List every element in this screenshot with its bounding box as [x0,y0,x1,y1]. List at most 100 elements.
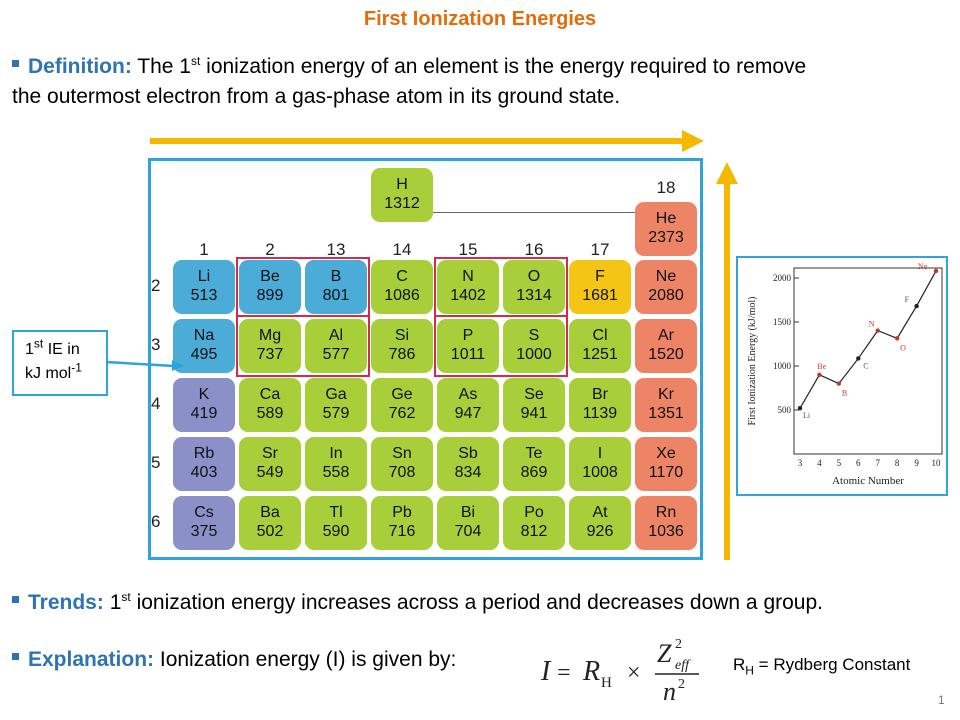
element-cell-f: F 1681 [569,260,631,314]
element-ie: 1036 [648,523,684,540]
graph-svg: 2000 1500 1000 500 3 4 5 6 7 8 9 10 First Ionization… [747,262,943,487]
period-label: 2 [151,276,161,295]
element-cell-n: N 1402 [437,260,499,314]
element-cell-br: Br 1139 [569,378,631,432]
graph-x-axis-label: Atomic Number [832,475,904,487]
element-ie: 513 [190,287,218,304]
element-ie: 502 [256,523,284,540]
element-ie: 1251 [582,346,618,363]
element-symbol: H [396,176,408,193]
element-symbol: At [592,504,608,521]
graph-point [836,381,842,386]
x-tick-label: 3 [798,458,803,468]
element-ie: 737 [256,346,284,363]
formula-r: R [582,656,600,687]
group-label: 17 [590,240,610,259]
element-symbol: He [655,210,677,227]
element-symbol: I [597,445,603,462]
definition-label: Definition: [28,55,132,78]
element-cell-ar: Ar 1520 [635,319,697,373]
x-tick-label: 4 [817,458,822,468]
element-symbol: Pb [392,504,412,521]
element-symbol: Sr [262,445,278,462]
group-label: 13 [326,240,346,259]
element-cell-tl: Tl 590 [305,496,367,550]
element-ie: 716 [388,523,416,540]
graph-point-label: F [905,295,910,304]
element-cell-h: H 1312 [371,168,433,222]
element-ie: 1011 [450,346,486,363]
element-symbol: Xe [656,445,676,462]
element-cell-si: Si 786 [371,319,433,373]
ionization-energy-graph: 2000 1500 1000 500 3 4 5 6 7 8 9 10 First Ionization… [736,256,948,496]
element-ie: 941 [520,405,548,422]
period-label: 4 [151,394,161,413]
element-cell-na: Na 495 [173,319,235,373]
explanation-bullet: Explanation: Ionization energy (I) is gi… [12,645,532,675]
anomaly-highlight-box [236,257,370,377]
trends-text-pre: 1 [109,591,122,614]
element-ie: 801 [322,287,350,304]
element-cell-sr: Sr 549 [239,437,301,491]
element-cell-kr: Kr 1351 [635,378,697,432]
graph-frame [793,267,943,455]
element-ie: 375 [190,523,218,540]
bullet-square-icon [12,59,19,67]
element-ie: 834 [454,464,482,481]
element-cell-po: Po 812 [503,496,565,550]
element-symbol: Rb [193,445,215,462]
element-symbol: Tl [329,504,343,521]
bullet-square-icon [12,595,19,603]
element-ie: 419 [190,405,218,422]
explanation-text: Ionization energy (I) is given by: [159,648,457,671]
element-cell-te: Te 869 [503,437,565,491]
element-ie: 762 [388,405,416,422]
ionization-formula: I = R H × Z 2 eff n 2 [540,637,699,706]
callout-pointer-icon [106,360,184,371]
graph-point-label: C [863,361,868,370]
x-tick-label: 10 [932,458,942,468]
y-tick-label: 1500 [773,317,792,327]
definition-sup: st [190,54,201,68]
element-symbol: Li [197,268,211,285]
rydberg-note: RH = Rydberg Constant [733,655,910,676]
element-symbol: Se [524,386,544,403]
element-symbol: O [527,268,541,285]
trends-label: Trends: [28,591,104,614]
period-label: 6 [151,512,161,531]
element-ie: 1520 [648,346,684,363]
element-symbol: S [528,327,540,344]
element-cell-rn: Rn 1036 [635,496,697,550]
element-ie: 704 [454,523,482,540]
anomaly-highlight-divider [434,315,568,317]
callout-text-2: IE in [43,341,80,358]
element-ie: 1086 [384,287,420,304]
element-ie: 1314 [516,287,552,304]
element-ie: 577 [322,346,350,363]
callout-sup-2: -1 [71,360,82,375]
element-cell-c: C 1086 [371,260,433,314]
group-label: 18 [656,178,676,197]
definition-text-post: ionization energy of an element is the e… [200,55,807,78]
element-symbol: Ga [325,386,347,403]
element-cell-at: At 926 [569,496,631,550]
anomaly-highlight-box [434,257,568,377]
x-tick-label: 9 [914,458,919,468]
element-symbol: Te [525,445,543,462]
x-tick-label: 6 [856,458,861,468]
element-symbol: Ca [259,386,281,403]
element-symbol: Rn [655,504,677,521]
trends-sup: st [121,590,131,604]
element-ie: 579 [322,405,350,422]
element-cell-li: Li 513 [173,260,235,314]
graph-point [817,372,822,377]
graph-point [894,336,900,341]
trends-bullet: Trends: 1st ionization energy increases … [12,588,952,618]
element-cell-ge: Ge 762 [371,378,433,432]
period-label: 5 [151,453,161,472]
element-cell-al: Al 577 [305,319,367,373]
element-cell-k: K 419 [173,378,235,432]
graph-point-label: O [900,343,906,352]
graph-point [797,406,803,411]
element-cell-bi: Bi 704 [437,496,499,550]
